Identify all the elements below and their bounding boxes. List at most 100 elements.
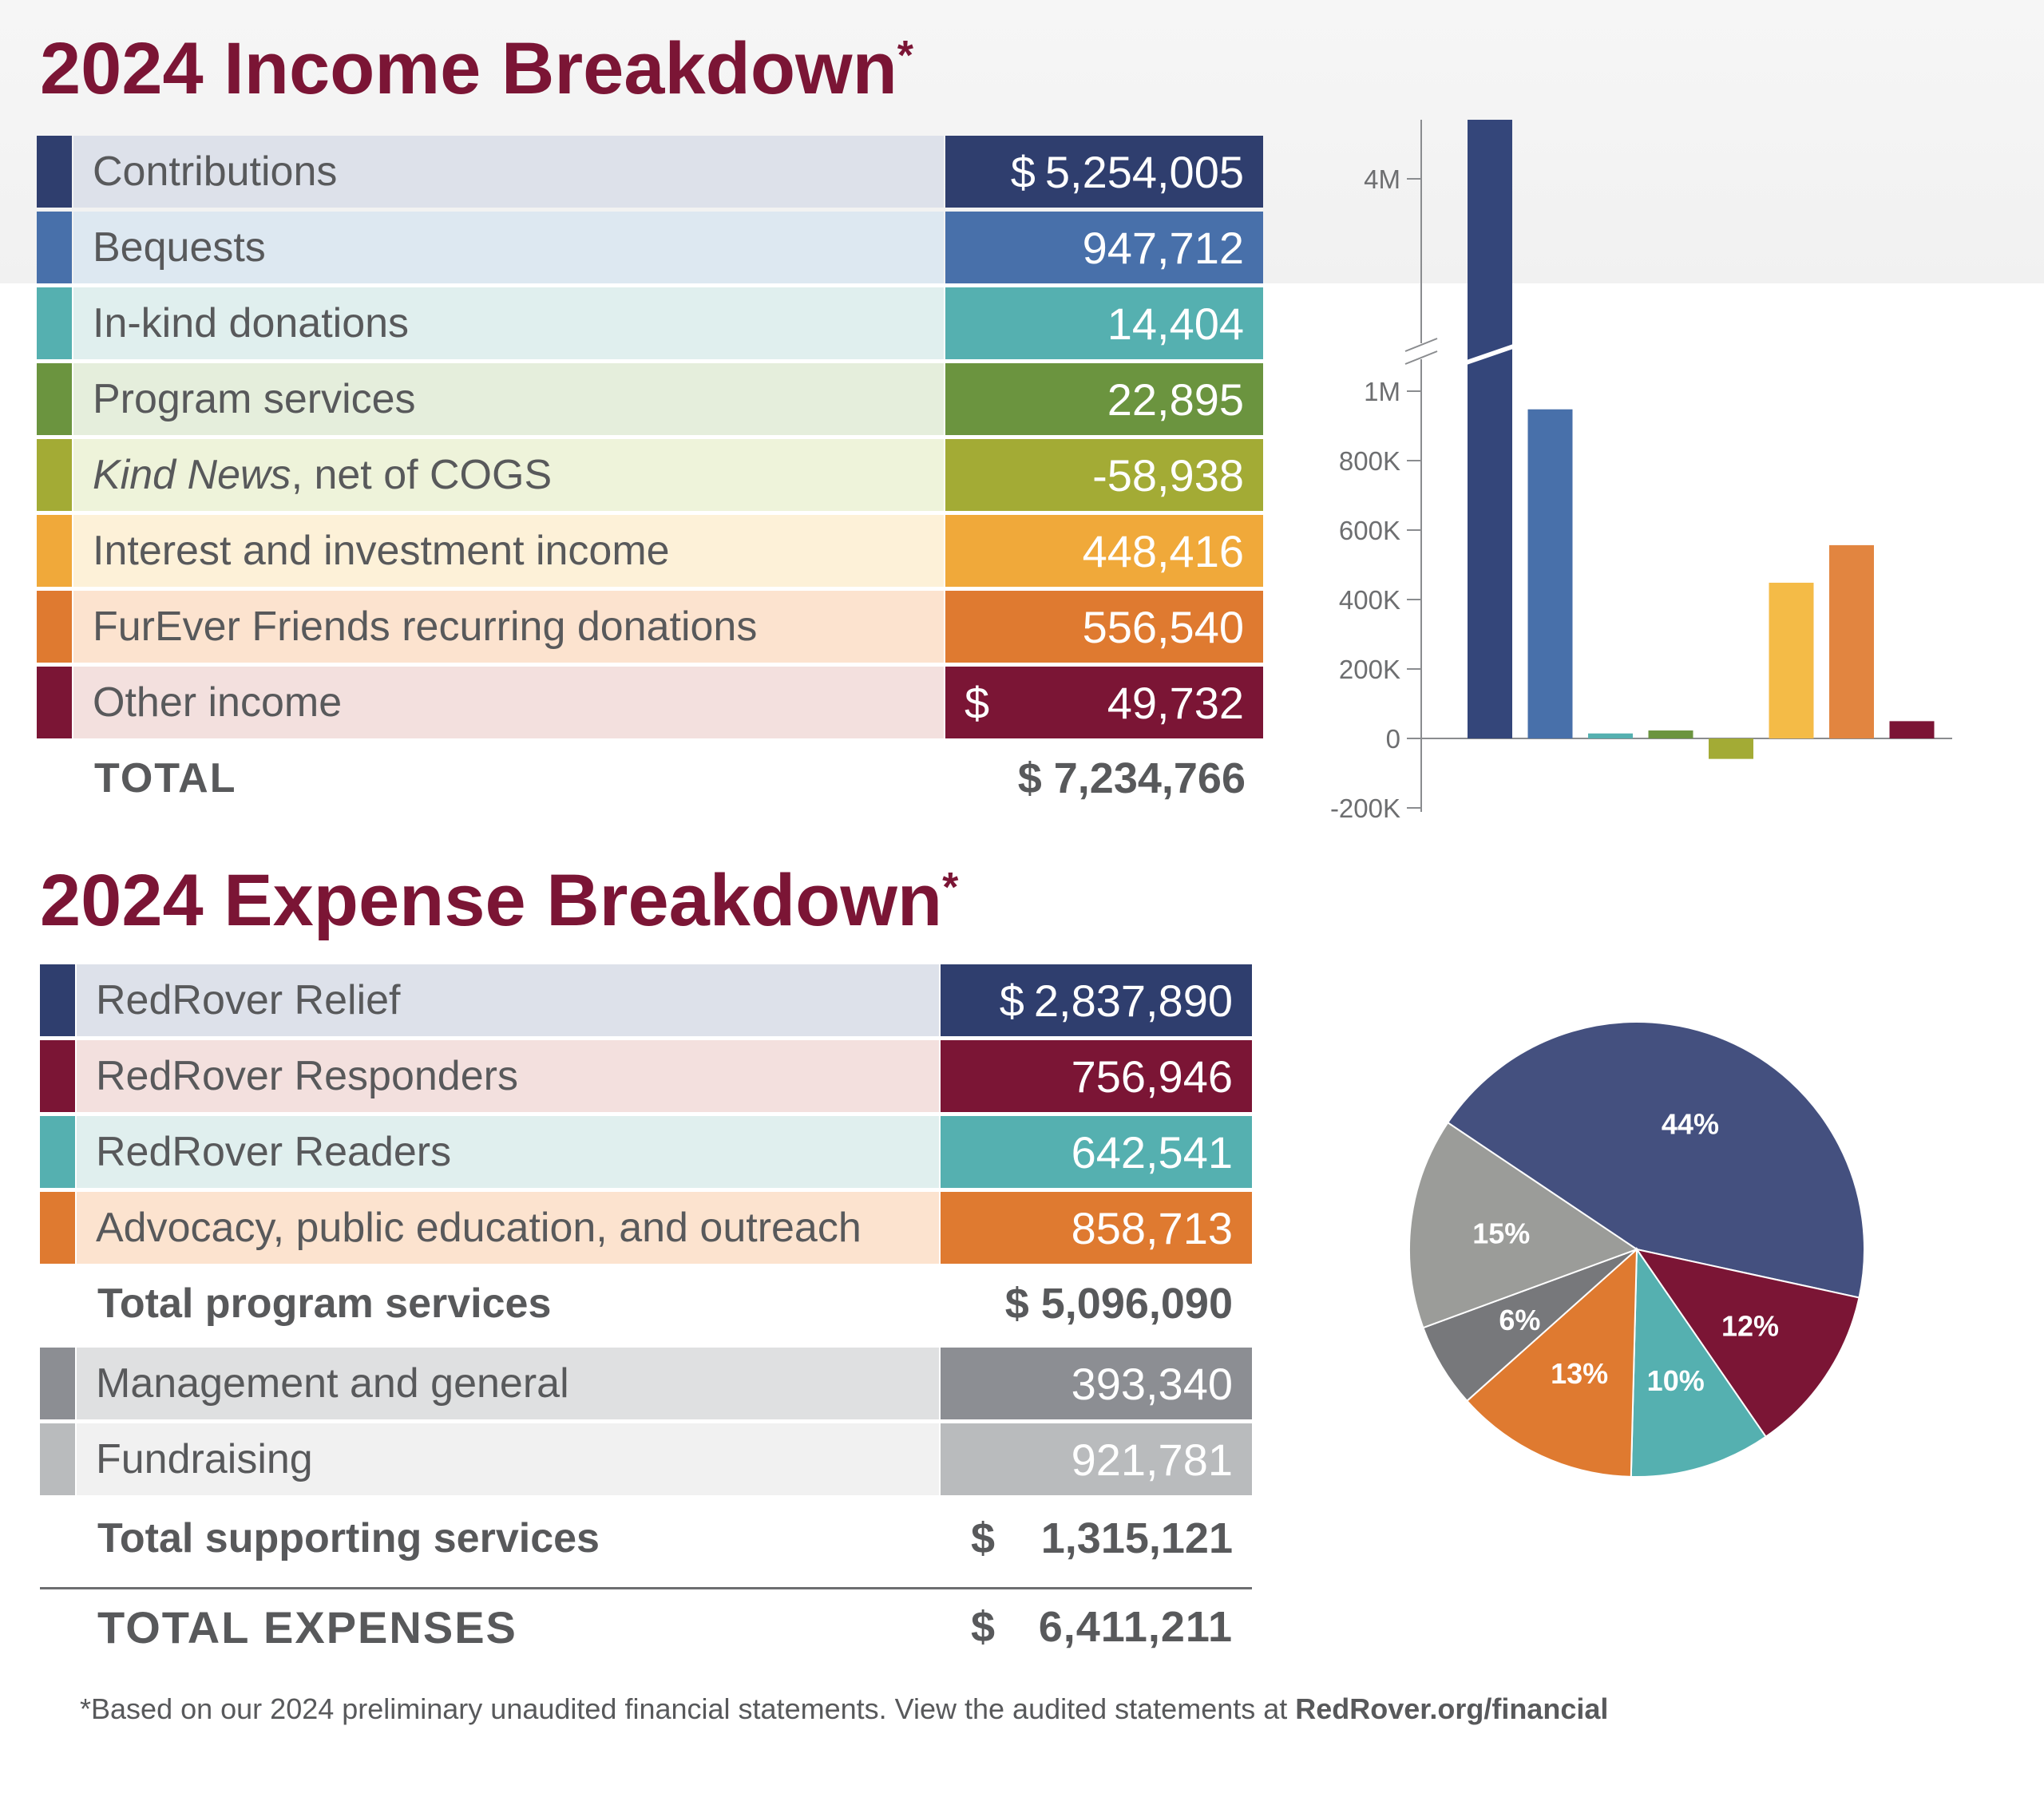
row-value: $5,254,005 (945, 136, 1263, 208)
row-value: 947,712 (945, 212, 1263, 283)
dollar-sign: $ (999, 975, 1024, 1026)
pie-percent-label: 44% (1662, 1108, 1719, 1141)
row-value: 22,895 (945, 363, 1263, 435)
row-amount: 921,781 (1071, 1434, 1233, 1485)
pie-percent-label: 13% (1551, 1357, 1608, 1390)
y-tick-label: 600K (1339, 516, 1400, 545)
row-label-text: Contributions (93, 148, 338, 195)
bar (1648, 730, 1693, 738)
table-row: Bequests 947,712 (37, 212, 1263, 283)
income-total-value: $ 7,234,766 (1017, 754, 1246, 802)
row-label: Bequests (73, 212, 944, 283)
table-row: Kind News, net of COGS -58,938 (37, 439, 1263, 511)
row-label-text: FurEver Friends recurring donations (93, 604, 758, 650)
y-tick-label: 1M (1364, 377, 1400, 406)
row-label-italic: Kind News (93, 452, 291, 498)
pie-slice (1634, 1248, 1860, 1439)
row-label: Fundraising (77, 1423, 939, 1495)
expense-title: 2024 Expense Breakdown* (40, 860, 959, 941)
row-label-text: In-kind donations (93, 300, 410, 346)
row-amount: -58,938 (1092, 449, 1244, 501)
color-swatch (37, 136, 72, 208)
table-row: Contributions $5,254,005 (37, 136, 1263, 208)
color-swatch (40, 1423, 75, 1495)
income-title: 2024 Income Breakdown* (40, 28, 914, 109)
row-amount: 22,895 (1107, 374, 1244, 425)
pie-percent-label: 6% (1499, 1304, 1540, 1336)
color-swatch (37, 591, 72, 663)
bar (1769, 582, 1814, 738)
grand-total-value: 6,411,211 (1038, 1603, 1233, 1651)
color-swatch (40, 1192, 75, 1264)
row-amount: 556,540 (1082, 601, 1244, 652)
dollar-sign: $ (971, 1603, 997, 1651)
dollar-sign: $ (1010, 146, 1036, 197)
row-value: 393,340 (941, 1348, 1252, 1419)
row-label: Other income (73, 667, 944, 738)
bar (1468, 120, 1512, 738)
footnote-text: *Based on our 2024 preliminary unaudited… (80, 1692, 1296, 1725)
row-value: 921,781 (941, 1423, 1252, 1495)
color-swatch (40, 964, 75, 1036)
color-swatch (37, 667, 72, 738)
row-amount: 947,712 (1082, 222, 1244, 273)
row-value: 556,540 (945, 591, 1263, 663)
color-swatch (40, 1116, 75, 1188)
row-amount: 49,732 (1107, 677, 1244, 728)
row-label-text: RedRover Relief (96, 977, 401, 1023)
support-total-value: 1,315,121 (1040, 1514, 1233, 1562)
bar (1889, 721, 1935, 738)
row-amount: 393,340 (1071, 1358, 1233, 1409)
color-swatch (37, 212, 72, 283)
axis-break-mark (1404, 350, 1438, 365)
row-label: In-kind donations (73, 287, 944, 359)
color-swatch (37, 363, 72, 435)
table-row: Management and general 393,340 (40, 1348, 1252, 1419)
row-label-text: Bequests (93, 224, 266, 271)
row-amount: 448,416 (1082, 525, 1244, 576)
color-swatch (37, 439, 72, 511)
color-swatch (40, 1348, 75, 1419)
income-total-label: TOTAL (94, 755, 237, 802)
bar-break (1464, 343, 1515, 366)
row-label-text: Fundraising (96, 1436, 313, 1482)
table-row: RedRover Readers 642,541 (40, 1116, 1252, 1188)
row-value: 756,946 (941, 1040, 1252, 1112)
row-amount: 858,713 (1071, 1202, 1233, 1253)
pie-percent-label: 12% (1721, 1309, 1779, 1342)
row-value: 858,713 (941, 1192, 1252, 1264)
dollar-sign: $ (971, 1514, 996, 1562)
row-amount: 2,837,890 (1033, 975, 1233, 1026)
row-label: Contributions (73, 136, 944, 208)
row-label-text: Interest and investment income (93, 528, 670, 574)
pie-slice (1465, 1247, 1638, 1478)
row-label: Interest and investment income (73, 515, 944, 587)
income-table: Contributions $5,254,005 Bequests 947,712 In… (37, 136, 1263, 806)
grand-total-row: TOTAL EXPENSES $6,411,211 (40, 1591, 1252, 1663)
row-label: FurEver Friends recurring donations (73, 591, 944, 663)
table-row: Fundraising 921,781 (40, 1423, 1252, 1495)
row-amount: 642,541 (1071, 1126, 1233, 1178)
row-value: 14,404 (945, 287, 1263, 359)
bar (1829, 544, 1874, 738)
program-total-row: Total program services $ 5,096,090 (40, 1268, 1252, 1340)
table-row: Advocacy, public education, and outreach… (40, 1192, 1252, 1264)
row-amount: 5,254,005 (1044, 146, 1244, 197)
row-amount: 756,946 (1071, 1051, 1233, 1102)
table-row: RedRover Relief $2,837,890 (40, 964, 1252, 1036)
expense-table: RedRover Relief $2,837,890 RedRover Respon… (40, 964, 1252, 1659)
row-value: 642,541 (941, 1116, 1252, 1188)
pie-percent-label: 15% (1472, 1217, 1530, 1250)
row-label: RedRover Relief (77, 964, 939, 1036)
color-swatch (40, 1040, 75, 1112)
footnote-link[interactable]: RedRover.org/financial (1295, 1692, 1609, 1725)
axis-break-mark (1404, 338, 1438, 352)
row-label-text: Management and general (96, 1360, 569, 1407)
row-label-rest: , net of COGS (291, 452, 553, 498)
row-amount: 14,404 (1107, 298, 1244, 349)
table-row: In-kind donations 14,404 (37, 287, 1263, 359)
pie-slice (1408, 1121, 1639, 1329)
row-label-text: RedRover Responders (96, 1053, 518, 1099)
table-row: Program services 22,895 (37, 363, 1263, 435)
table-row: Other income $49,732 (37, 667, 1263, 738)
